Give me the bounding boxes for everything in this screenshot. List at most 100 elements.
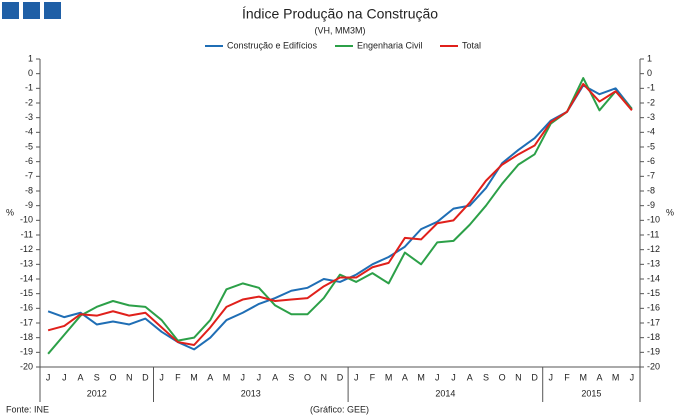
x-tick-label: S <box>94 372 100 382</box>
y2-tick-label: -3 <box>647 112 655 122</box>
x-tick-label: F <box>175 372 181 382</box>
y-tick-label: -19 <box>20 347 33 357</box>
x-tick-label: O <box>304 372 311 382</box>
year-label: 2015 <box>581 388 601 398</box>
x-tick-label: M <box>612 372 620 382</box>
y-tick-label: -10 <box>20 215 33 225</box>
y-tick-label: 0 <box>28 68 33 78</box>
year-label: 2013 <box>241 388 261 398</box>
y-tick-label: -2 <box>25 97 33 107</box>
x-tick-label: M <box>385 372 393 382</box>
chart-title: Índice Produção na Construção <box>242 6 438 22</box>
y-tick-label: -4 <box>25 127 33 137</box>
y2-tick-label: 0 <box>647 68 652 78</box>
y-tick-label: -12 <box>20 244 33 254</box>
y2-tick-label: 1 <box>647 53 652 63</box>
credit: (Gráfico: GEE) <box>310 404 369 414</box>
y2-tick-label: -17 <box>647 317 660 327</box>
x-tick-label: A <box>402 372 408 382</box>
x-tick-label: A <box>207 372 213 382</box>
x-tick-label: A <box>78 372 84 382</box>
legend-label: Construção e Edifícios <box>227 40 318 50</box>
x-tick-label: N <box>515 372 522 382</box>
x-tick-label: J <box>257 372 262 382</box>
x-tick-label: M <box>579 372 587 382</box>
x-tick-label: S <box>288 372 294 382</box>
y-tick-label: -9 <box>25 200 33 210</box>
y2-tick-label: -15 <box>647 288 660 298</box>
series-line <box>47 82 633 346</box>
x-tick-label: M <box>223 372 231 382</box>
y2-tick-label: -9 <box>647 200 655 210</box>
x-tick-label: A <box>596 372 602 382</box>
y-tick-label: -16 <box>20 303 33 313</box>
x-tick-label: D <box>142 372 149 382</box>
year-label: 2012 <box>87 388 107 398</box>
x-tick-label: A <box>467 372 473 382</box>
y2-tick-label: -11 <box>647 229 659 239</box>
x-tick-label: M <box>417 372 425 382</box>
x-tick-label: J <box>354 372 359 382</box>
x-tick-label: J <box>62 372 67 382</box>
legend-label: Engenharia Civil <box>357 40 423 50</box>
y2-tick-label: -6 <box>647 156 655 166</box>
y-tick-label: -18 <box>20 332 33 342</box>
legend-label: Total <box>462 40 481 50</box>
y-tick-label: -6 <box>25 156 33 166</box>
y-tick-label: -13 <box>20 259 33 269</box>
y2-tick-label: -13 <box>647 259 660 269</box>
x-tick-label: J <box>240 372 245 382</box>
x-tick-label: N <box>126 372 133 382</box>
logo-square <box>44 2 61 19</box>
y2-tick-label: -18 <box>647 332 660 342</box>
y2-tick-label: -20 <box>647 361 660 371</box>
y-tick-label: -7 <box>25 171 33 181</box>
y-tick-label: -11 <box>21 229 33 239</box>
logo-square <box>2 2 19 19</box>
x-tick-label: D <box>337 372 344 382</box>
series-line <box>47 77 633 355</box>
y2-tick-label: -1 <box>647 83 655 93</box>
x-tick-label: S <box>483 372 489 382</box>
x-tick-label: J <box>549 372 554 382</box>
y2-tick-label: -14 <box>647 273 660 283</box>
x-tick-label: J <box>159 372 164 382</box>
y2-tick-label: -4 <box>647 127 655 137</box>
chart-subtitle: (VH, MM3M) <box>315 25 366 35</box>
y-tick-label: -5 <box>25 141 33 151</box>
y2-tick-label: -12 <box>647 244 660 254</box>
y2-tick-label: -7 <box>647 171 655 181</box>
x-tick-label: O <box>109 372 116 382</box>
y2-tick-label: -8 <box>647 185 655 195</box>
y-tick-label: -17 <box>20 317 33 327</box>
x-tick-label: M <box>190 372 198 382</box>
x-tick-label: O <box>499 372 506 382</box>
x-tick-label: A <box>272 372 278 382</box>
x-tick-label: J <box>435 372 440 382</box>
y2-tick-label: -16 <box>647 303 660 313</box>
y-tick-label: -14 <box>20 273 33 283</box>
y-tick-label: -8 <box>25 185 33 195</box>
y2-tick-label: -19 <box>647 347 660 357</box>
y-tick-label: 1 <box>28 53 33 63</box>
x-tick-label: F <box>564 372 570 382</box>
x-tick-label: J <box>46 372 51 382</box>
x-tick-label: J <box>451 372 456 382</box>
x-tick-label: D <box>531 372 538 382</box>
y2-tick-label: -5 <box>647 141 655 151</box>
source: Fonte: INE <box>6 404 49 414</box>
series-line <box>47 84 633 351</box>
y-tick-label: -1 <box>25 83 33 93</box>
x-tick-label: N <box>321 372 328 382</box>
y2-axis-label: % <box>666 207 674 217</box>
y2-tick-label: -10 <box>647 215 660 225</box>
y-tick-label: -3 <box>25 112 33 122</box>
x-tick-label: J <box>630 372 635 382</box>
x-tick-label: F <box>370 372 376 382</box>
y-tick-label: -20 <box>20 361 33 371</box>
y-axis-label: % <box>6 207 14 217</box>
year-label: 2014 <box>435 388 455 398</box>
y-tick-label: -15 <box>20 288 33 298</box>
y2-tick-label: -2 <box>647 97 655 107</box>
